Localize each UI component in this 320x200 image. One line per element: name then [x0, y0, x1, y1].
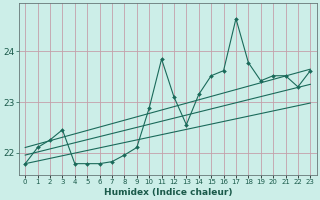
X-axis label: Humidex (Indice chaleur): Humidex (Indice chaleur) [104, 188, 232, 197]
